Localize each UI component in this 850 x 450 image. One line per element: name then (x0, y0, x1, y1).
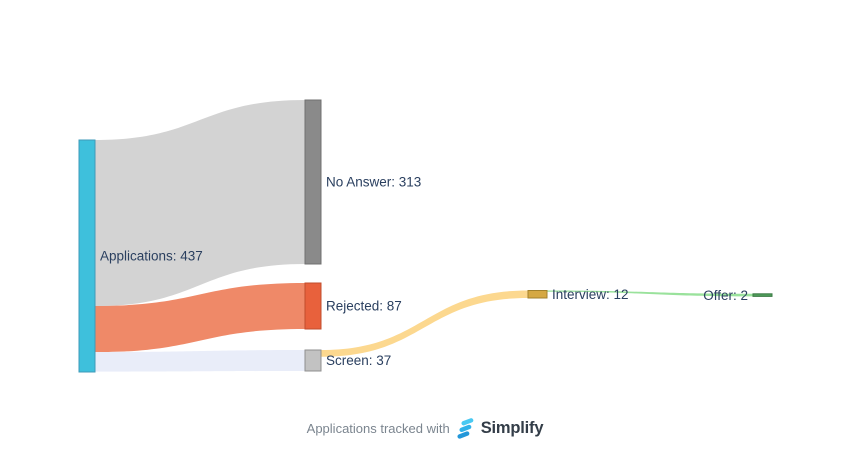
label-screen: Screen: 37 (326, 353, 391, 368)
brand-name: Simplify (480, 418, 544, 437)
link-applications-rejected[interactable] (95, 283, 305, 353)
label-offer: Offer: 2 (703, 288, 748, 303)
simplify-logo-icon (456, 417, 475, 439)
node-no_answer[interactable] (304, 99, 322, 265)
footer-caption: Applications tracked with Simplify (0, 413, 850, 443)
link-applications-no_answer[interactable] (95, 100, 305, 307)
footer-text: Applications tracked with (306, 420, 450, 436)
node-offer[interactable] (752, 293, 773, 297)
node-applications[interactable] (78, 139, 96, 373)
link-applications-screen[interactable] (95, 350, 305, 372)
label-rejected: Rejected: 87 (326, 299, 402, 314)
label-no_answer: No Answer: 313 (326, 175, 421, 190)
node-rejected[interactable] (304, 282, 322, 330)
node-interview[interactable] (527, 290, 548, 299)
link-screen-interview[interactable] (321, 290, 528, 357)
label-applications: Applications: 437 (100, 249, 203, 264)
label-interview: Interview: 12 (552, 287, 629, 302)
node-screen[interactable] (304, 349, 322, 372)
link-interview-offer[interactable] (547, 290, 753, 297)
